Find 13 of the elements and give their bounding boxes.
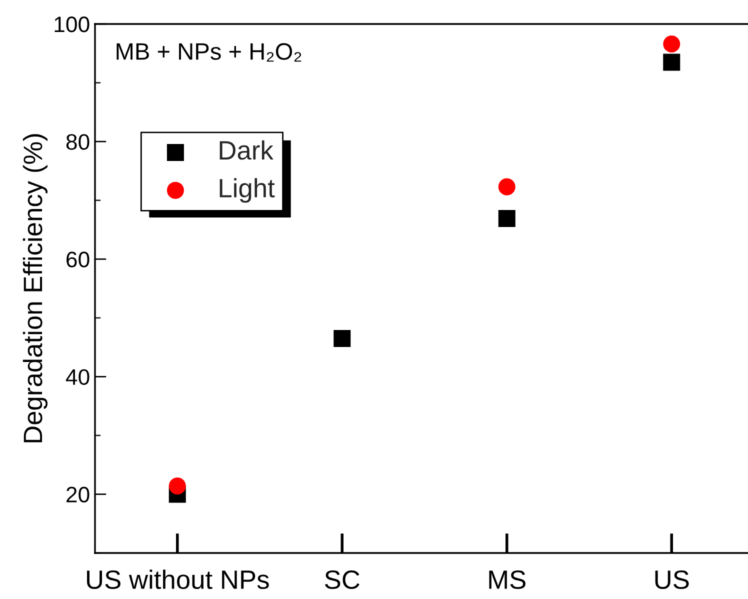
legend-label: Light bbox=[220, 178, 275, 203]
y-tick-label: 20 bbox=[66, 486, 90, 502]
x-tick-label: US without NPs bbox=[87, 570, 269, 590]
y-tick-label: 60 bbox=[66, 252, 90, 268]
y-tick-label: 40 bbox=[66, 369, 90, 385]
legend-label: Dark bbox=[220, 140, 274, 160]
y-tick-label: 80 bbox=[66, 134, 90, 150]
x-tick-label: SC bbox=[324, 570, 360, 590]
x-tick-label: US bbox=[655, 570, 689, 590]
y-axis-title: Degradation Efficiency (%) bbox=[22, 134, 48, 442]
x-tick-label: MS bbox=[489, 570, 526, 590]
y-tick-label: 100 bbox=[54, 16, 90, 32]
annotation: MB + NPs + H₂O₂ bbox=[116, 43, 302, 62]
